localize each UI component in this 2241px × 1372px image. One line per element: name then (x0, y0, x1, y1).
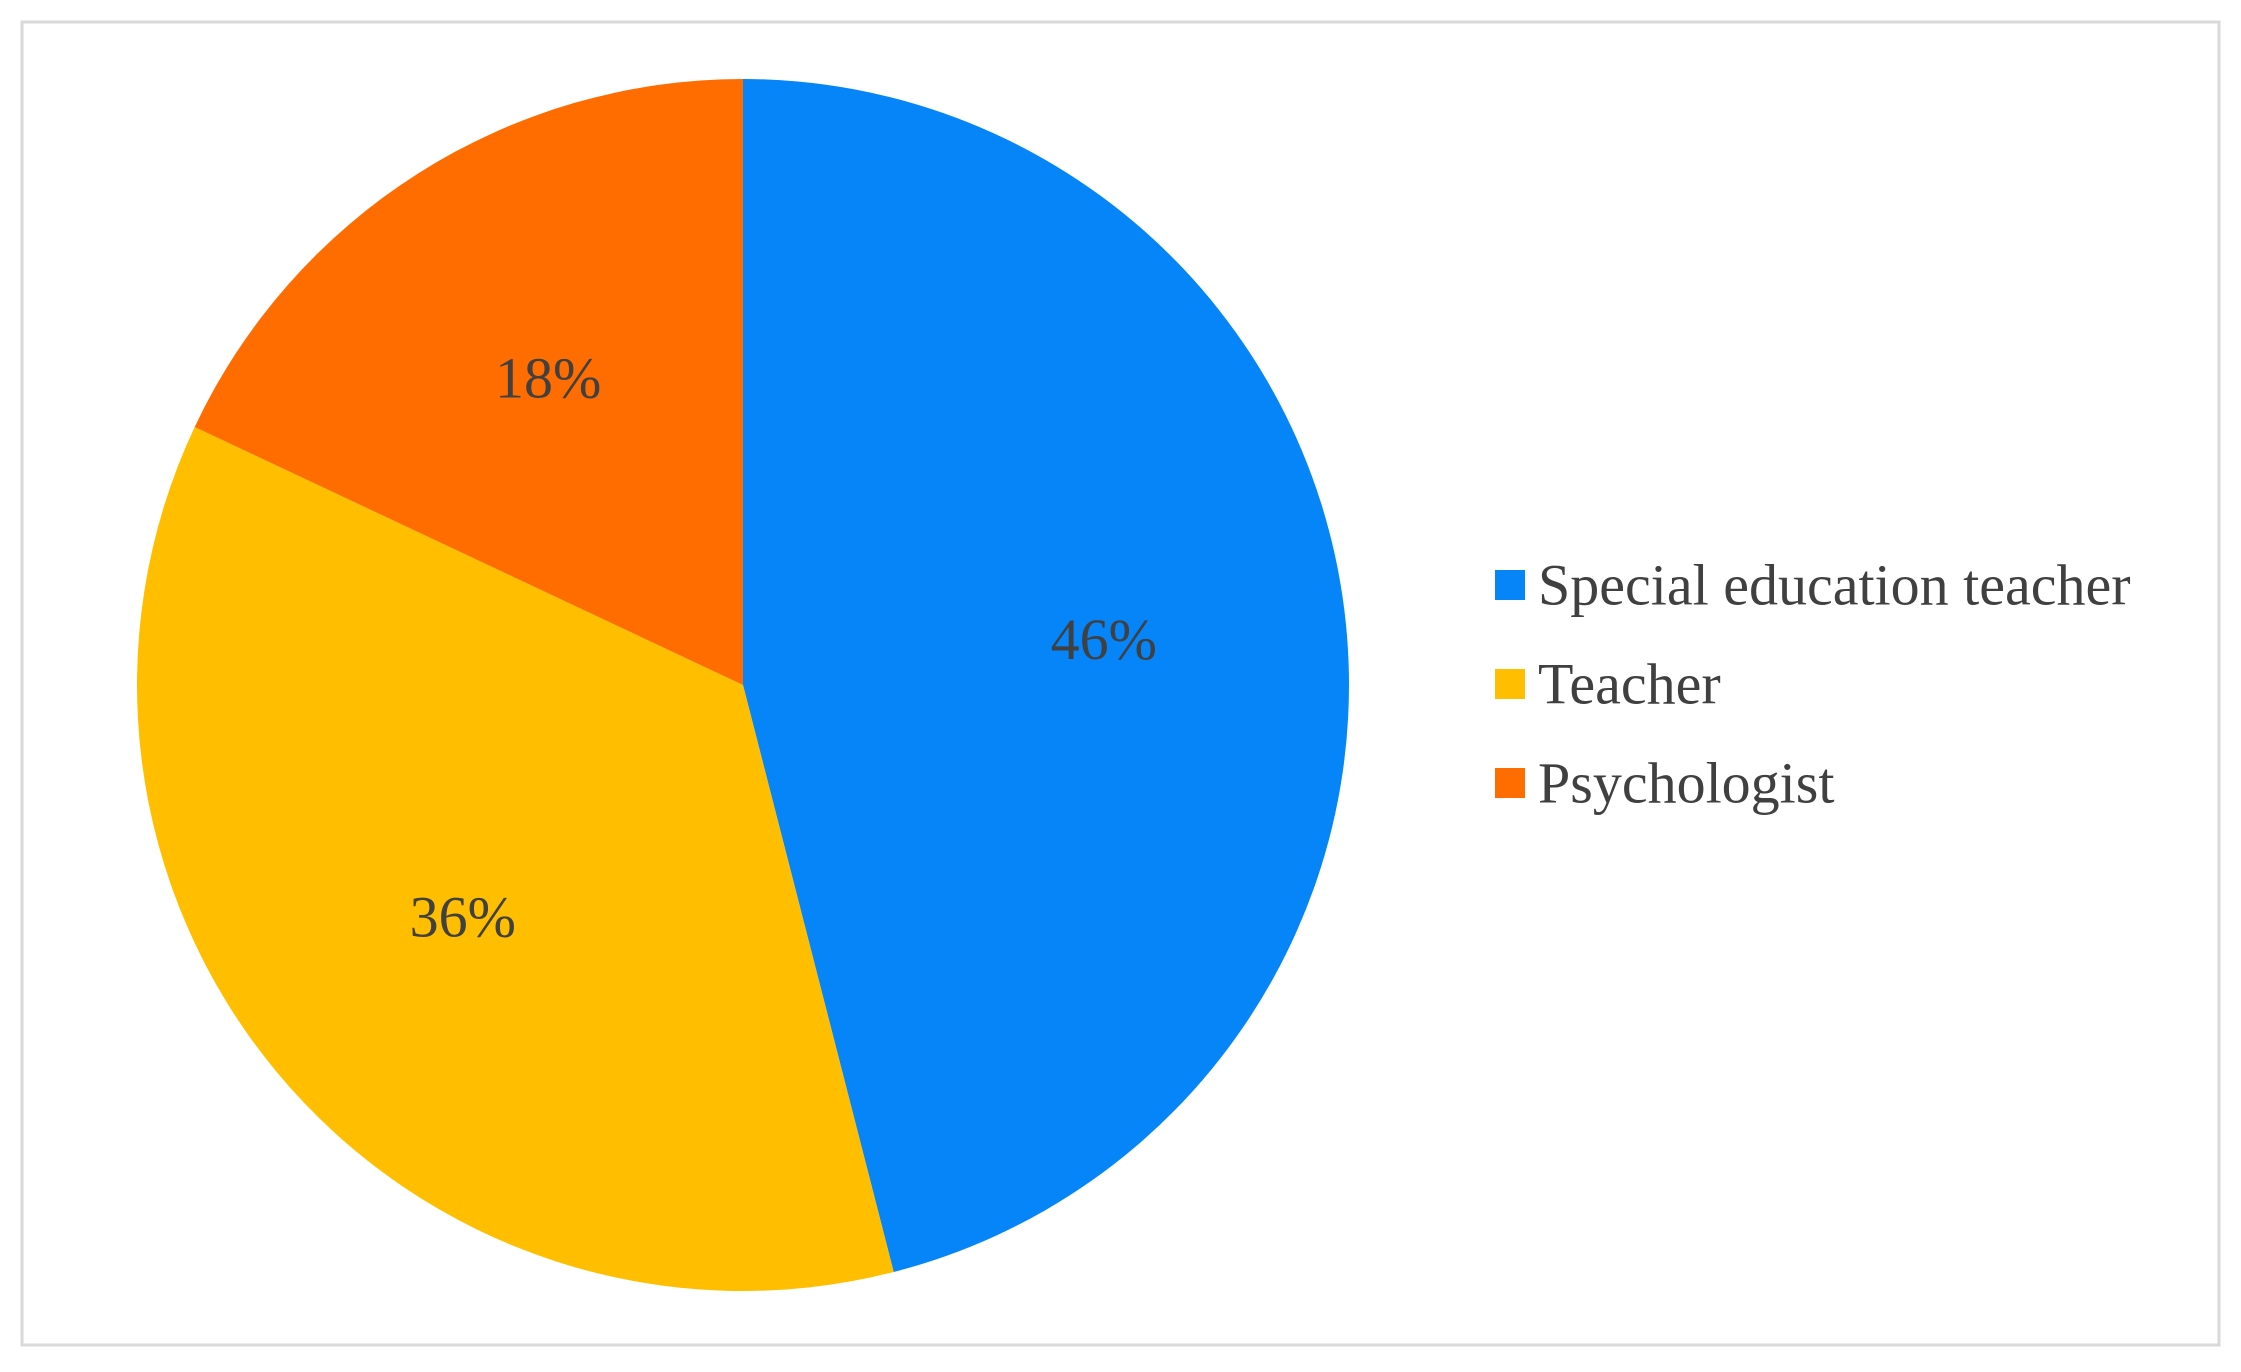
data-label-psychologist: 18% (495, 346, 601, 411)
legend-swatch-psychologist (1495, 768, 1525, 798)
legend-label-psychologist: Psychologist (1538, 751, 1835, 816)
legend-swatch-special-education-teacher (1495, 570, 1525, 600)
data-label-special-education-teacher: 46% (1051, 607, 1157, 672)
pie-slice-psychologist (194, 79, 743, 685)
pie-slices (136, 79, 1350, 1291)
data-label-teacher: 36% (410, 884, 516, 949)
pie-slice-special-education-teacher (743, 79, 1350, 1272)
pie-data-labels: 46% 36% 18% (410, 346, 1157, 950)
legend-swatch-teacher (1495, 669, 1525, 699)
pie-slice-teacher (136, 426, 894, 1291)
legend-label-teacher: Teacher (1538, 652, 1721, 717)
legend-label-special-education-teacher: Special education teacher (1538, 553, 2131, 618)
legend: Special education teacher Teacher Psycholo… (1495, 553, 2131, 816)
